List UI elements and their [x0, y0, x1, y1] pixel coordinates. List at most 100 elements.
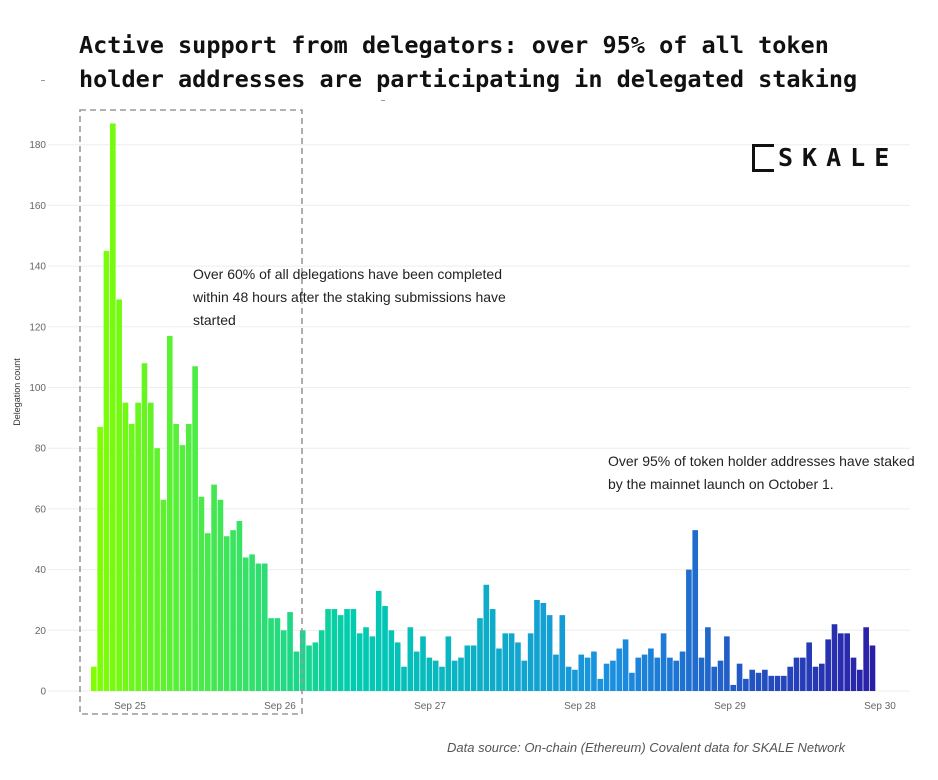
bar — [831, 624, 838, 691]
bar — [109, 123, 116, 691]
bar — [584, 657, 591, 692]
bar — [407, 627, 414, 691]
bar — [344, 609, 350, 691]
bar — [679, 651, 686, 691]
bar — [369, 636, 376, 691]
x-tick-label: Sep 25 — [114, 701, 146, 712]
bar — [629, 672, 635, 691]
x-tick-label: Sep 30 — [864, 701, 896, 712]
bar — [610, 660, 616, 691]
x-tick-label: Sep 28 — [564, 701, 596, 712]
chart-title-line-2: holder addresses are participating in de… — [79, 65, 858, 93]
bar — [787, 666, 793, 691]
bar — [838, 633, 844, 692]
bar — [242, 557, 249, 691]
x-tick-label: Sep 29 — [714, 701, 746, 712]
bar — [445, 636, 452, 691]
bar — [337, 615, 344, 692]
bar — [768, 675, 775, 692]
annotation-mainnet: Over 95% of token holder addresses have … — [608, 453, 915, 492]
bar — [540, 602, 547, 692]
bar — [325, 609, 331, 691]
y-tick-label: 140 — [29, 262, 46, 273]
y-tick-label: 180 — [29, 140, 46, 151]
bar — [211, 484, 217, 691]
bar — [331, 609, 338, 691]
bar — [591, 651, 597, 691]
bar — [141, 363, 148, 691]
bar — [730, 684, 737, 691]
x-axis-ticks: Sep 25 Sep 26 Sep 27 Sep 28 Sep 29 Sep 30 — [114, 701, 896, 712]
bar — [749, 669, 756, 691]
decorative-dash — [381, 100, 385, 101]
bar — [312, 642, 319, 691]
bar — [622, 639, 629, 691]
bar — [192, 366, 198, 691]
bar — [217, 499, 224, 691]
bar — [122, 402, 129, 691]
bar — [274, 618, 281, 691]
bar — [762, 669, 768, 691]
bar — [268, 618, 274, 691]
bar — [458, 657, 464, 692]
bar — [869, 645, 876, 692]
bar — [439, 666, 445, 691]
bar — [578, 654, 585, 691]
bar — [711, 666, 718, 691]
bar — [565, 666, 572, 691]
bar — [850, 657, 857, 692]
bar — [825, 639, 831, 691]
bar — [781, 675, 787, 692]
bar — [166, 335, 173, 691]
y-tick-label: 0 — [40, 687, 46, 698]
y-tick-label: 160 — [29, 201, 46, 212]
bar — [527, 633, 534, 692]
bar — [597, 678, 604, 691]
bar — [667, 657, 673, 692]
bar — [755, 672, 762, 691]
y-axis-ticks: 0 20 40 60 80 100 120 140 160 180 — [29, 140, 46, 697]
bar — [483, 584, 490, 691]
bar — [698, 657, 705, 692]
bar — [477, 618, 483, 691]
bar — [603, 663, 610, 691]
bar — [420, 636, 426, 691]
data-source: Data source: On-chain (Ethereum) Covalen… — [447, 740, 846, 755]
bar — [116, 299, 122, 691]
bar — [508, 633, 515, 692]
bar — [724, 636, 730, 691]
bar — [363, 627, 369, 691]
logo-bracket-icon — [752, 143, 774, 172]
bar — [648, 648, 654, 691]
bar — [287, 612, 293, 691]
bar — [350, 609, 357, 691]
bar — [426, 657, 433, 692]
bar — [572, 669, 578, 691]
bar — [496, 648, 502, 691]
bar — [470, 645, 477, 692]
bar — [660, 633, 667, 692]
bar — [375, 590, 382, 692]
bar — [515, 642, 521, 691]
annotation-48-hours: Over 60% of all delegations have been co… — [193, 266, 506, 328]
bar — [230, 530, 236, 691]
bar — [318, 630, 325, 691]
bar — [160, 499, 167, 691]
bar — [236, 521, 243, 691]
bar — [306, 645, 312, 692]
bar — [147, 402, 154, 691]
bar — [382, 606, 388, 691]
bar — [559, 615, 566, 692]
bar — [293, 651, 300, 691]
bar — [154, 448, 160, 691]
bars — [91, 123, 876, 692]
bar — [173, 423, 179, 691]
bar — [394, 642, 401, 691]
bar — [717, 660, 724, 691]
y-tick-label: 100 — [29, 383, 46, 394]
bar — [185, 423, 192, 691]
bar — [432, 660, 439, 691]
bar — [641, 654, 648, 691]
bar — [198, 496, 205, 691]
